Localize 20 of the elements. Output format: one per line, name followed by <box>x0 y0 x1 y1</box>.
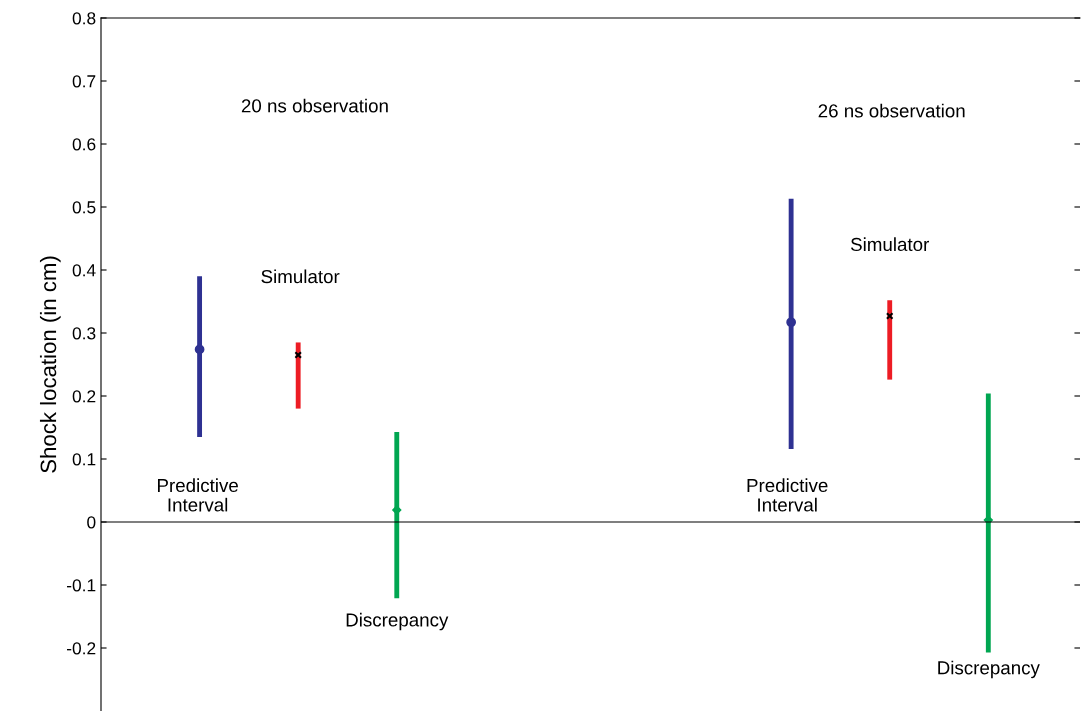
annotation: Simulator <box>261 269 340 284</box>
y-tick-label: 0.7 <box>72 75 96 88</box>
annotation: Simulator <box>850 237 930 252</box>
annotation: 20 ns observation <box>241 98 388 113</box>
y-tick-label: 0 <box>87 516 96 529</box>
annotation: Discrepancy <box>346 612 449 631</box>
annotation: Predictive Interval <box>747 478 828 512</box>
y-axis-title: Shock location (in cm) <box>39 256 61 473</box>
y-tick-label: 0.1 <box>72 453 96 466</box>
y-tick-label: 0.8 <box>72 12 96 25</box>
y-tick-label: 0.5 <box>72 201 96 214</box>
y-tick-label: -0.1 <box>67 579 96 592</box>
y-tick-label: 0.6 <box>72 138 96 151</box>
y-tick-label: -0.2 <box>67 642 96 655</box>
annotation: Predictive Interval <box>158 478 238 512</box>
y-tick-label: 0.2 <box>72 390 96 403</box>
y-tick-label: 0.4 <box>72 264 96 277</box>
annotation: 26 ns observation <box>818 103 965 118</box>
annotation: Discrepancy <box>938 660 1040 679</box>
y-tick-label: 0.3 <box>72 327 96 340</box>
